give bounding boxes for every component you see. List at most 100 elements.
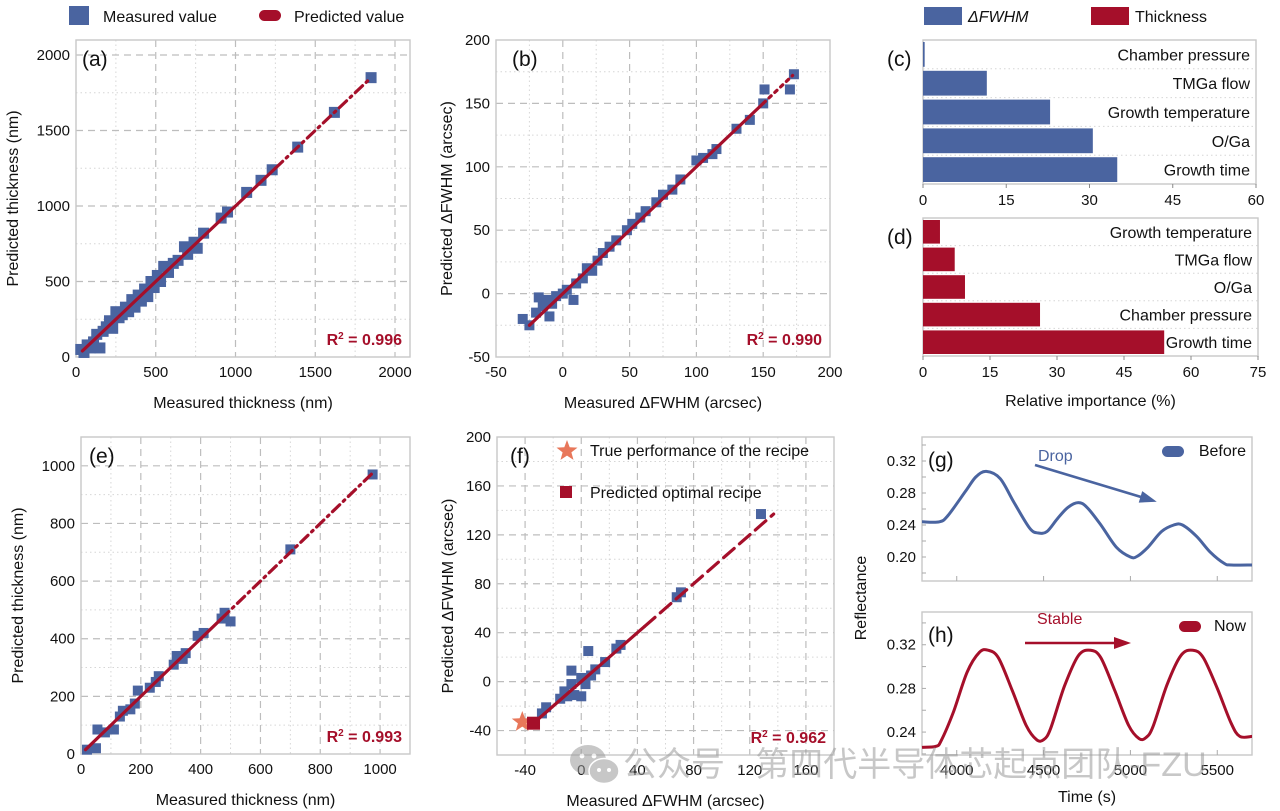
measured-point <box>225 616 236 627</box>
measured-point <box>517 313 528 324</box>
measured-point <box>171 651 182 662</box>
trend-arrow-shaft <box>1034 463 1152 502</box>
measured-point <box>188 236 200 248</box>
bar-category-label: Growth temperature <box>1110 225 1252 242</box>
y-tick-label: 500 <box>45 274 70 291</box>
measured-point <box>177 653 188 664</box>
fit-line-solid <box>534 624 647 723</box>
panel-label: (e) <box>89 445 115 468</box>
legend-square-icon <box>560 486 572 498</box>
bar-category-label: Chamber pressure <box>1118 47 1251 64</box>
y-tick-label: 0.28 <box>887 485 916 502</box>
measured-point <box>198 227 210 239</box>
y-tick-label: 0.32 <box>887 637 916 654</box>
measured-point <box>125 704 136 715</box>
legend-fwhm-label: ΔFWHM <box>967 9 1029 26</box>
x-tick-label: 60 <box>1248 192 1265 209</box>
measured-point <box>182 248 194 260</box>
measured-point <box>158 260 170 272</box>
plot-frame <box>495 39 831 358</box>
measured-point <box>651 197 662 208</box>
measured-point <box>90 743 101 754</box>
panel-b-fwhm-parity: -50 0 50 100 150 200 -50 0 50 100 150 200 Measured Δ… <box>439 32 843 412</box>
r-squared-annotation: R2 = 0.993 <box>327 728 403 746</box>
legend-star-icon <box>556 440 578 460</box>
panel-e-thickness-validation: 0 200 400 600 800 1000 0 200 400 600 800 1000 Measur… <box>10 436 411 809</box>
x-tick-label: 80 <box>685 762 702 779</box>
y-tick-label: 100 <box>465 159 490 176</box>
importance-bar <box>923 70 987 96</box>
measured-point <box>135 295 147 307</box>
importance-bar <box>923 157 1118 182</box>
measured-point <box>597 248 608 259</box>
y-axis-label: Predicted thickness (nm) <box>5 110 22 286</box>
legend-swatch <box>1162 446 1184 457</box>
r-squared-annotation: R2 = 0.996 <box>327 331 403 349</box>
measured-point <box>139 283 151 295</box>
x-tick-label: 45 <box>1164 192 1181 209</box>
x-tick-label: 200 <box>817 364 842 381</box>
x-tick-label: 30 <box>1081 192 1098 209</box>
predicted-optimal-square <box>527 716 541 730</box>
importance-bar <box>923 99 1051 125</box>
panel-g-reflectance-before: 0.20 0.24 0.28 0.32 Before Drop (g) <box>887 436 1253 582</box>
measured-point <box>675 587 686 598</box>
measured-point <box>707 149 718 160</box>
measured-point <box>153 671 164 682</box>
legend-label: Now <box>1214 618 1246 635</box>
legend-label: Before <box>1199 443 1246 460</box>
importance-bar <box>923 128 1093 154</box>
fit-line-solid <box>80 166 277 353</box>
measured-point <box>84 342 96 354</box>
y-tick-label: 50 <box>473 222 490 239</box>
measured-point <box>611 235 622 246</box>
measured-point <box>285 544 296 555</box>
y-tick-label: 40 <box>474 625 491 642</box>
x-tick-label: 1000 <box>219 364 252 381</box>
measured-point <box>568 294 579 305</box>
legend-swatch <box>1179 621 1201 632</box>
measured-point <box>191 242 203 254</box>
y-tick-label: 200 <box>466 429 491 446</box>
x-axis-label: Relative importance (%) <box>1005 393 1176 410</box>
measured-point <box>744 114 755 125</box>
x-tick-label: 4000 <box>940 762 973 779</box>
legend-measured-label: Measured value <box>103 9 217 26</box>
panel-label: (d) <box>887 226 913 249</box>
measured-point <box>583 646 594 657</box>
y-axis-label: Predicted thickness (nm) <box>10 507 27 683</box>
measured-point <box>621 225 632 236</box>
y-tick-label: 1500 <box>37 123 70 140</box>
y-tick-label: 80 <box>474 576 491 593</box>
x-axis-label: Measured thickness (nm) <box>153 395 333 412</box>
measured-point <box>126 294 138 306</box>
y-tick-label: 2000 <box>37 47 70 64</box>
plot-frame <box>80 436 411 755</box>
importance-bar <box>923 220 940 244</box>
x-axis-label: Measured ΔFWHM (arcsec) <box>564 395 762 412</box>
measured-point <box>566 679 577 690</box>
measured-point <box>163 266 175 278</box>
legend-measured-predicted: Measured value Predicted value <box>69 6 404 26</box>
measured-point <box>640 206 651 217</box>
measured-point <box>178 241 190 253</box>
measured-point <box>145 276 157 287</box>
measured-point <box>94 342 106 354</box>
y-tick-label: 0 <box>62 349 70 366</box>
measured-point <box>92 724 103 735</box>
panel-h-reflectance-now: 0.24 0.28 0.32 4000 4500 5000 5500 Time (s) Now S… <box>887 611 1253 806</box>
x-tick-label: 500 <box>143 364 168 381</box>
x-tick-label: 600 <box>248 761 273 778</box>
measured-point <box>78 346 90 358</box>
measured-point <box>562 691 573 702</box>
y-tick-label: 1000 <box>37 198 70 215</box>
x-tick-label: 400 <box>188 761 213 778</box>
y-tick-label: -50 <box>468 349 490 366</box>
measured-point <box>571 278 582 289</box>
x-axis-label: Measured thickness (nm) <box>156 792 336 809</box>
legend-predicted-label: Predicted value <box>294 9 404 26</box>
measured-point <box>241 186 253 198</box>
measured-point <box>576 672 587 683</box>
x-tick-label: 60 <box>1183 364 1200 381</box>
x-tick-label: 0 <box>919 364 927 381</box>
